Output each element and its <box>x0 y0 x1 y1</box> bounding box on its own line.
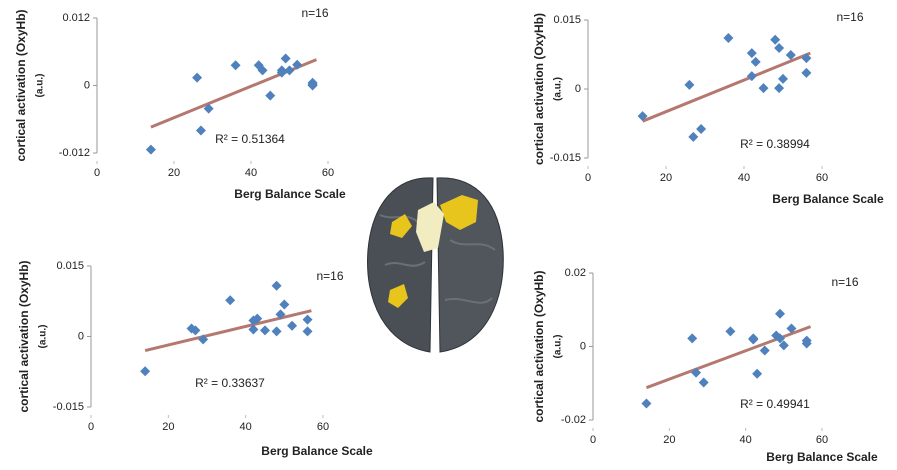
data-point <box>748 335 758 345</box>
data-point <box>303 326 313 336</box>
data-point <box>272 281 282 291</box>
data-point <box>308 79 318 89</box>
x-axis-label: Berg Balance Scale <box>261 444 373 458</box>
trend-line <box>643 53 811 121</box>
data-point <box>775 309 785 319</box>
x-tick-label: 40 <box>245 167 257 179</box>
data-point <box>641 398 651 408</box>
data-point <box>752 369 762 379</box>
sample-size: n=16 <box>831 275 858 289</box>
y-axis-unit: (a.u.) <box>35 74 46 98</box>
x-tick-label: 20 <box>660 172 672 184</box>
y-axis-unit: (a.u.) <box>38 325 49 349</box>
y-tick-label: 0.015 <box>56 260 84 272</box>
data-point <box>287 321 297 331</box>
data-point <box>260 325 270 335</box>
r-squared: R² = 0.38994 <box>740 137 810 151</box>
data-point <box>192 73 202 83</box>
y-axis-unit: (a.u.) <box>553 335 564 359</box>
y-tick-label: -0.02 <box>561 414 586 426</box>
data-point <box>751 57 761 67</box>
y-tick-label: 0.015 <box>553 14 581 26</box>
sample-size: n=16 <box>836 10 863 24</box>
data-point <box>723 33 733 43</box>
y-tick-label: 0.02 <box>565 267 586 279</box>
x-tick-label: 0 <box>590 434 596 446</box>
data-point <box>774 83 784 93</box>
data-point <box>146 145 156 155</box>
data-point <box>760 346 770 356</box>
data-point <box>688 132 698 142</box>
data-point <box>747 48 757 58</box>
x-tick-label: 20 <box>663 434 675 446</box>
data-point <box>231 60 241 70</box>
data-point <box>140 366 150 376</box>
sample-size: n=16 <box>301 6 328 20</box>
y-axis-label: cortical activation (OxyHb) <box>17 260 31 412</box>
x-tick-label: 60 <box>322 167 334 179</box>
data-point <box>759 83 769 93</box>
data-point <box>225 295 235 305</box>
r-squared: R² = 0.33637 <box>195 376 265 390</box>
y-tick-label: -0.012 <box>59 147 90 159</box>
y-axis-label: cortical activation (OxyHb) <box>14 9 28 161</box>
y-tick-label: 0.012 <box>62 12 90 24</box>
figure: -0.012 0 0.012 0 20 40 60 cortical activation (… <box>0 0 897 470</box>
sample-size: n=16 <box>316 269 343 283</box>
r-squared: R² = 0.49941 <box>740 397 810 411</box>
y-tick-label: 0 <box>84 79 90 91</box>
y-axis-label: cortical activation (OxyHb) <box>532 270 546 422</box>
x-tick-label: 40 <box>240 421 252 433</box>
x-tick-label: 20 <box>168 167 180 179</box>
brain-left-hemisphere <box>368 178 433 352</box>
x-tick-label: 0 <box>585 172 591 184</box>
y-axis-label: cortical activation (OxyHb) <box>532 13 546 165</box>
data-point <box>778 74 788 84</box>
data-point <box>196 126 206 136</box>
x-tick-label: 60 <box>317 421 329 433</box>
data-point <box>699 378 709 388</box>
y-tick-label: 0 <box>580 340 586 352</box>
y-tick-label: 0 <box>78 330 84 342</box>
data-point <box>801 68 811 78</box>
x-tick-label: 40 <box>738 172 750 184</box>
x-tick-label: 0 <box>94 167 100 179</box>
trend-line <box>145 311 311 351</box>
data-point <box>265 91 275 101</box>
y-tick-label: -0.015 <box>550 152 581 164</box>
data-point <box>774 43 784 53</box>
y-axis-unit: (a.u.) <box>553 77 564 101</box>
data-point <box>687 333 697 343</box>
brain-image <box>368 178 504 352</box>
x-tick-label: 20 <box>162 421 174 433</box>
trend-line <box>646 327 810 388</box>
x-axis-label: Berg Balance Scale <box>234 187 346 201</box>
x-tick-label: 60 <box>816 172 828 184</box>
r-squared: R² = 0.51364 <box>215 132 285 146</box>
x-axis-label: Berg Balance Scale <box>766 450 878 464</box>
y-tick-label: -0.015 <box>53 401 84 413</box>
data-point <box>684 80 694 90</box>
x-axis-label: Berg Balance Scale <box>772 192 884 206</box>
data-point <box>281 54 291 64</box>
data-point <box>272 326 282 336</box>
y-tick-label: 0 <box>575 83 581 95</box>
x-tick-label: 60 <box>816 434 828 446</box>
data-point <box>279 300 289 310</box>
data-point <box>725 326 735 336</box>
data-point <box>770 35 780 45</box>
x-tick-label: 40 <box>740 434 752 446</box>
data-point <box>303 315 313 325</box>
x-tick-label: 0 <box>88 421 94 433</box>
data-point <box>696 124 706 134</box>
data-point <box>285 65 295 75</box>
